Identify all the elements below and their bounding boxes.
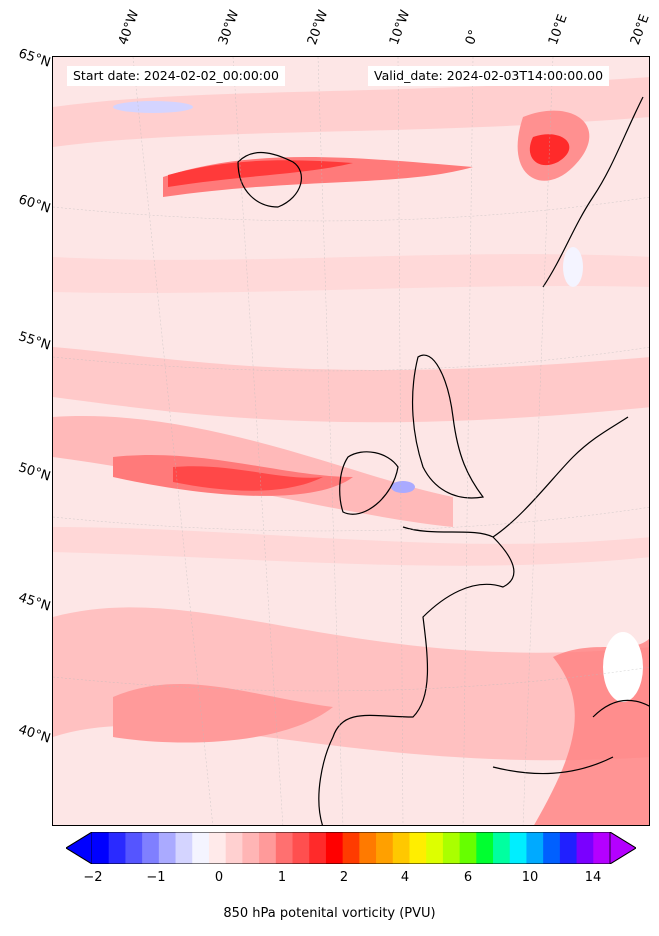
colorbar-swatch bbox=[342, 832, 360, 864]
colorbar-swatch bbox=[325, 832, 344, 864]
colorbar-swatch bbox=[192, 832, 210, 864]
colorbar-title: 850 hPa potenital vorticity (PVU) bbox=[223, 906, 436, 921]
colorbar-swatch bbox=[259, 832, 277, 864]
lon-label-20e: 20°E bbox=[627, 12, 653, 48]
colorbar-swatch bbox=[175, 832, 193, 864]
valid-date-label: Valid_date: 2024-02-03T14:00:00.00 bbox=[368, 66, 610, 86]
colorbar-swatch bbox=[509, 832, 527, 864]
colorbar-swatch bbox=[275, 832, 294, 864]
lon-label-40w: 40°W bbox=[115, 8, 143, 47]
colorbar-extend-high bbox=[609, 832, 636, 864]
colorbar-swatch bbox=[426, 832, 444, 864]
colorbar-swatch bbox=[309, 832, 327, 864]
colorbar-swatch bbox=[476, 832, 494, 864]
map-plot-area bbox=[52, 56, 650, 826]
colorbar-swatch bbox=[92, 832, 110, 864]
colorbar-swatch bbox=[292, 832, 310, 864]
lat-label-65n: 65°N bbox=[16, 46, 53, 71]
lon-label-0: 0° bbox=[462, 27, 483, 47]
colorbar-tick-0: 0 bbox=[214, 870, 224, 885]
colorbar-swatch bbox=[543, 832, 561, 864]
colorbar-tick-2: 2 bbox=[339, 870, 349, 885]
colorbar-swatch bbox=[459, 832, 477, 864]
lat-label-45n: 45°N bbox=[16, 590, 53, 615]
colorbar-extend-low bbox=[66, 832, 93, 864]
lat-label-40n: 40°N bbox=[16, 722, 53, 747]
colorbar-swatch bbox=[142, 832, 160, 864]
lon-label-30w: 30°W bbox=[215, 8, 243, 47]
lat-label-50n: 50°N bbox=[16, 460, 53, 485]
colorbar-tick-1: 1 bbox=[277, 870, 287, 885]
colorbar-swatch bbox=[208, 832, 227, 864]
colorbar-swatch bbox=[392, 832, 410, 864]
colorbar-swatch bbox=[242, 832, 260, 864]
colorbar-swatch bbox=[559, 832, 578, 864]
colorbar-tick-4: 4 bbox=[400, 870, 410, 885]
lat-label-55n: 55°N bbox=[16, 329, 53, 354]
colorbar-swatch bbox=[125, 832, 143, 864]
colorbar-tick-14: 14 bbox=[584, 870, 602, 885]
lon-label-10e: 10°E bbox=[545, 12, 571, 48]
lon-label-20w: 20°W bbox=[304, 8, 332, 47]
lon-label-10w: 10°W bbox=[386, 8, 414, 47]
pv-field-map bbox=[53, 57, 649, 825]
colorbar-swatch bbox=[409, 832, 427, 864]
colorbar-swatch bbox=[376, 832, 394, 864]
colorbar-swatch bbox=[493, 832, 511, 864]
colorbar-swatch bbox=[576, 832, 594, 864]
colorbar-swatch bbox=[593, 832, 611, 864]
colorbar-tick-m1: −1 bbox=[146, 870, 166, 885]
colorbar bbox=[66, 832, 636, 864]
lat-label-60n: 60°N bbox=[16, 192, 53, 217]
colorbar-tick-m2: −2 bbox=[83, 870, 103, 885]
colorbar-swatch bbox=[359, 832, 377, 864]
colorbar-tick-6: 6 bbox=[463, 870, 473, 885]
colorbar-swatch bbox=[158, 832, 177, 864]
colorbar-swatch bbox=[442, 832, 461, 864]
colorbar-swatch bbox=[526, 832, 544, 864]
start-date-label: Start date: 2024-02-02_00:00:00 bbox=[67, 66, 285, 86]
colorbar-swatch bbox=[225, 832, 243, 864]
colorbar-swatch bbox=[108, 832, 126, 864]
colorbar-tick-10: 10 bbox=[521, 870, 539, 885]
